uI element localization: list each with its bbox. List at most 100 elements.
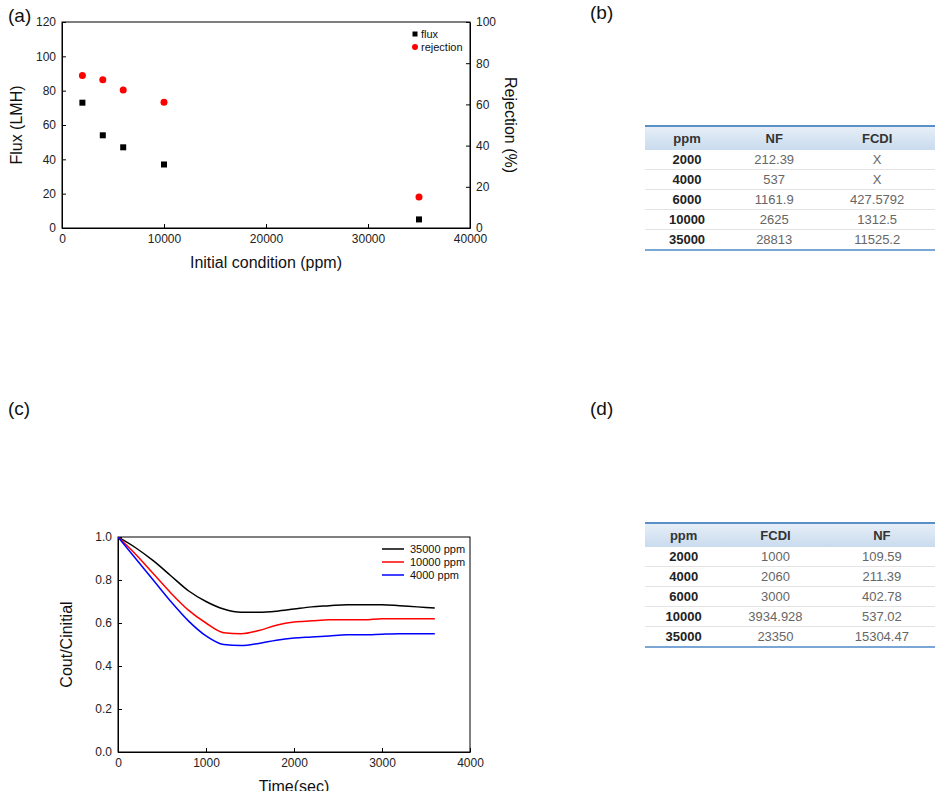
cell: 4000 xyxy=(645,567,722,587)
legend-marker xyxy=(382,548,404,550)
y2-axis-title: Rejection (%) xyxy=(502,77,519,173)
tick-mark xyxy=(62,91,66,92)
tick: 0 xyxy=(49,221,66,235)
tick-label: 40 xyxy=(476,139,490,153)
cell: X xyxy=(819,170,935,190)
cell: 4000 xyxy=(645,170,729,190)
tick-mark xyxy=(294,748,295,752)
cell: 3934.928 xyxy=(722,607,828,627)
y2-axis: 020406080100 xyxy=(466,15,496,235)
tick: 40 xyxy=(466,139,490,153)
tick-label: 0.6 xyxy=(95,616,112,630)
plot-area xyxy=(118,537,435,646)
header-cell: ppm xyxy=(645,126,729,150)
tick-mark xyxy=(164,224,165,228)
legend-label: flux xyxy=(421,28,439,40)
tick-mark xyxy=(118,709,122,710)
y-axis: 0.00.20.40.60.81.0 xyxy=(95,530,122,759)
point xyxy=(416,216,422,222)
plot-area xyxy=(79,72,423,222)
axis-line xyxy=(470,23,471,229)
legend-marker xyxy=(412,44,418,50)
axis-line xyxy=(118,538,119,753)
tick-mark xyxy=(466,146,470,147)
tick: 30000 xyxy=(352,224,386,246)
point xyxy=(79,100,85,106)
cell: 2625 xyxy=(729,210,819,230)
point xyxy=(161,161,167,167)
cell: 1000 xyxy=(722,547,828,567)
point xyxy=(99,76,106,83)
tick-label: 60 xyxy=(43,118,57,132)
tick-mark xyxy=(62,159,66,160)
legend-marker xyxy=(382,561,404,563)
cell: 1312.5 xyxy=(819,210,935,230)
cell: 2000 xyxy=(645,547,722,567)
legend-label: 35000 ppm xyxy=(410,543,465,555)
tick: 0.6 xyxy=(95,616,122,630)
header-cell: NF xyxy=(829,523,935,547)
tick-label: 80 xyxy=(43,84,57,98)
row: 60003000402.78 xyxy=(645,587,935,607)
header-cell: ppm xyxy=(645,523,722,547)
tick: 0.0 xyxy=(95,745,122,759)
header-cell: FCDI xyxy=(819,126,935,150)
point xyxy=(161,99,168,106)
tick-label: 100 xyxy=(476,15,496,29)
tick-label: 120 xyxy=(36,15,56,29)
tick: 0.8 xyxy=(95,573,122,587)
tick-label: 0 xyxy=(49,221,56,235)
tick: 60 xyxy=(43,118,66,132)
legend-label: rejection xyxy=(421,41,463,53)
cell: 35000 xyxy=(645,230,729,251)
tick: 1000 xyxy=(193,748,220,770)
point xyxy=(120,144,126,150)
table: ppmNFFCDI2000212.39X4000537X60001161.942… xyxy=(645,125,935,251)
tick-label: 3000 xyxy=(369,756,396,770)
row: 350002335015304.47 xyxy=(645,627,935,648)
axis-line xyxy=(63,228,471,229)
table: ppmFCDINF20001000109.5940002060211.39600… xyxy=(645,522,935,648)
legend-marker xyxy=(413,32,418,37)
tick-label: 10000 xyxy=(148,232,182,246)
cell: 402.78 xyxy=(829,587,935,607)
tick-mark xyxy=(470,748,471,752)
tick-label: 2000 xyxy=(281,756,308,770)
cell: 6000 xyxy=(645,190,729,210)
line xyxy=(118,537,435,634)
legend-label: 4000 ppm xyxy=(410,569,459,581)
x-axis-title: Initial condition (ppm) xyxy=(190,254,342,271)
tick-mark xyxy=(466,228,470,229)
legend: 35000 ppm10000 ppm4000 ppm xyxy=(382,543,465,581)
cell: 537.02 xyxy=(829,607,935,627)
tick-mark xyxy=(206,748,207,752)
tick: 20 xyxy=(43,187,66,201)
tick-mark xyxy=(382,748,383,752)
tick-mark xyxy=(62,56,66,57)
tick-mark xyxy=(466,63,470,64)
panel-title: (a) xyxy=(8,5,31,26)
tick-label: 20000 xyxy=(250,232,284,246)
panel-title: (d) xyxy=(590,398,613,420)
header-cell: FCDI xyxy=(722,523,828,547)
chart: (c)010002000300040000.00.20.40.60.81.0Ti… xyxy=(8,398,484,791)
tick-label: 1.0 xyxy=(95,530,112,544)
tick-mark xyxy=(368,224,369,228)
axis-line xyxy=(119,752,471,753)
line xyxy=(118,537,435,612)
point xyxy=(120,86,127,93)
tick-label: 0.0 xyxy=(95,745,112,759)
row: 40002060211.39 xyxy=(645,567,935,587)
cell: 212.39 xyxy=(729,150,819,170)
cell: X xyxy=(819,150,935,170)
x-axis: 010000200003000040000 xyxy=(59,224,487,246)
tick-label: 1000 xyxy=(193,756,220,770)
y-axis-title: Cout/Cinitial xyxy=(58,601,75,687)
cell: 11525.2 xyxy=(819,230,935,251)
tick-mark xyxy=(466,22,470,23)
tick-label: 60 xyxy=(476,98,490,112)
cell: 2000 xyxy=(645,150,729,170)
panel-title: (c) xyxy=(8,398,30,419)
x-axis: 01000200030004000 xyxy=(115,748,484,770)
tick-label: 20 xyxy=(43,187,57,201)
